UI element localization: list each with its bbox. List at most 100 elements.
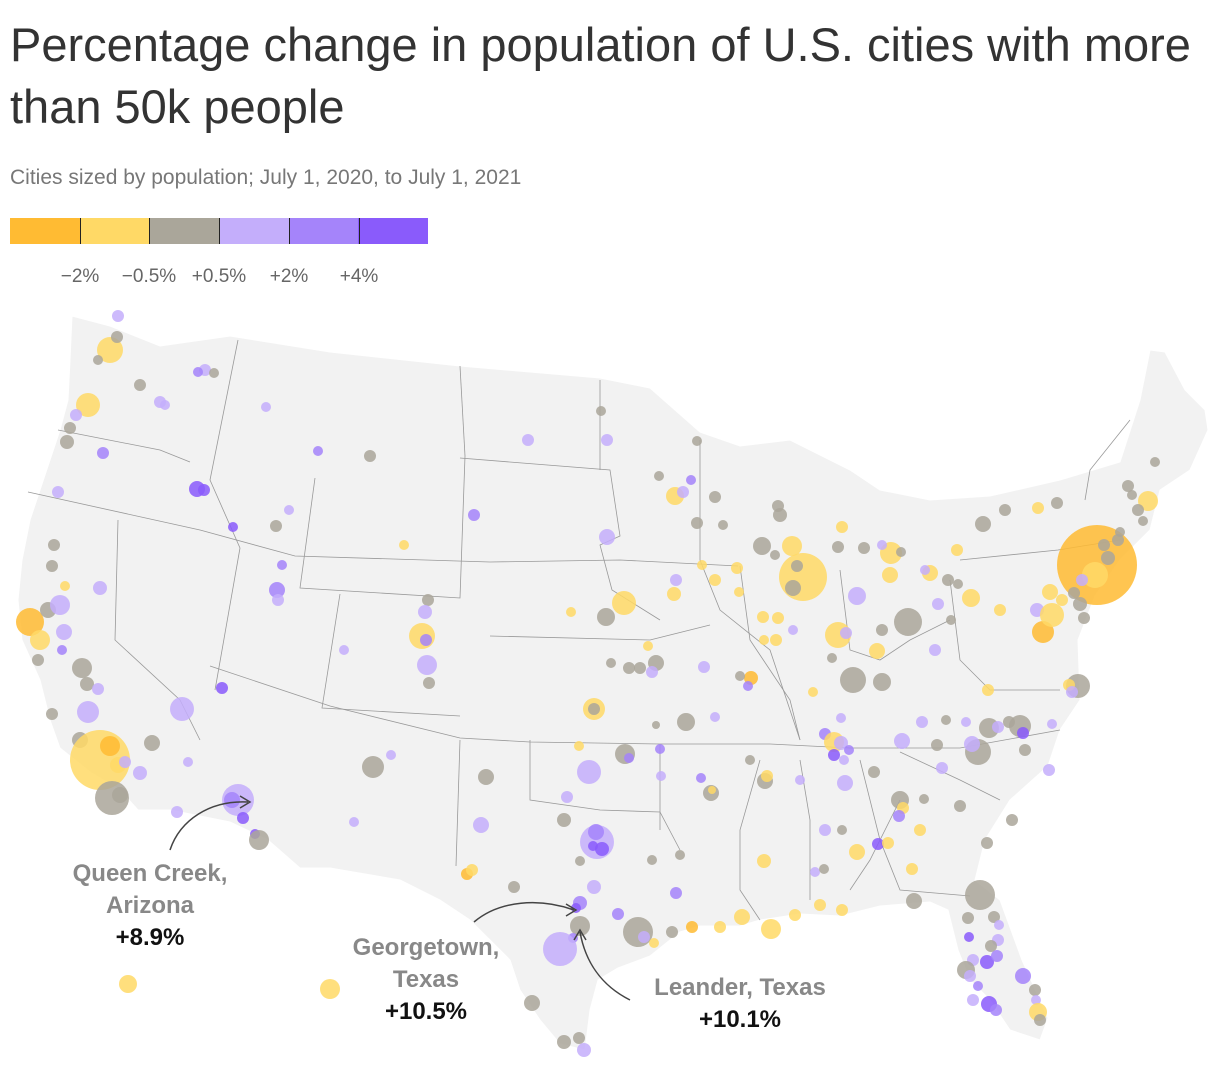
city-marker [920, 565, 930, 575]
city-marker [964, 736, 980, 752]
city-marker [1042, 584, 1058, 600]
city-marker [1029, 984, 1041, 996]
color-legend [10, 218, 429, 244]
city-marker [466, 864, 478, 876]
legend-label-minus-2: −2% [60, 266, 100, 287]
city-marker [814, 899, 826, 911]
city-marker [708, 786, 716, 794]
city-marker [670, 887, 682, 899]
city-marker [743, 681, 753, 691]
arrow-georgetown [473, 902, 575, 923]
city-marker [961, 717, 971, 727]
city-marker [557, 813, 571, 827]
arrow-leander [579, 931, 631, 1001]
annotation-value: +10.5% [384, 998, 468, 1025]
city-marker [76, 393, 100, 417]
city-marker [112, 787, 128, 803]
legend-swatch [79, 218, 150, 244]
city-marker [772, 500, 784, 512]
city-marker [906, 893, 922, 909]
city-marker [46, 708, 58, 720]
city-marker [386, 750, 396, 760]
city-marker [270, 520, 282, 532]
city-marker [1138, 516, 1148, 526]
annotation-name: Leander, Texas [654, 974, 826, 1001]
city-marker [677, 713, 695, 731]
border-line [859, 759, 971, 897]
city-marker [649, 938, 659, 948]
border-line [489, 624, 711, 641]
city-marker [666, 926, 678, 938]
city-marker [691, 517, 703, 529]
legend-swatch [358, 218, 429, 244]
city-marker [734, 909, 750, 925]
city-marker [836, 713, 846, 723]
city-marker [714, 921, 726, 933]
border-line [455, 739, 461, 867]
city-marker [677, 486, 689, 498]
arrow-queen-creek-head [239, 795, 252, 809]
city-marker [759, 635, 769, 645]
city-marker [770, 634, 782, 646]
city-marker [97, 447, 109, 459]
city-marker [686, 921, 698, 933]
annotation-name: Georgetown, [352, 934, 500, 961]
border-line [739, 565, 801, 741]
city-marker [30, 630, 50, 650]
annotation-name: Queen Creek, [72, 860, 228, 887]
city-marker [990, 1004, 1002, 1016]
legend-label-plus-4: +4% [339, 266, 379, 287]
city-marker [596, 406, 606, 416]
legend-swatch [149, 218, 220, 244]
city-marker [597, 608, 615, 626]
border-line [899, 751, 1001, 801]
legend-tick [359, 218, 360, 244]
city-marker [1078, 612, 1090, 624]
city-marker [577, 1043, 591, 1057]
city-marker [588, 824, 604, 840]
city-marker [757, 854, 771, 868]
city-marker [111, 331, 123, 343]
city-marker [848, 587, 866, 605]
city-marker [906, 863, 918, 875]
city-marker [144, 735, 160, 751]
city-marker [112, 310, 124, 322]
city-marker [994, 920, 1004, 930]
city-marker [791, 560, 803, 572]
city-marker [1006, 814, 1018, 826]
city-marker [623, 662, 635, 674]
city-marker [991, 950, 1003, 962]
city-marker [418, 605, 432, 619]
city-marker [522, 434, 534, 446]
city-marker [1032, 502, 1044, 514]
city-marker [734, 587, 744, 597]
city-marker [228, 522, 238, 532]
city-marker [362, 756, 384, 778]
city-marker [655, 744, 665, 754]
city-marker [951, 544, 963, 556]
annotation-arrows [169, 795, 631, 1001]
city-marker [656, 771, 666, 781]
city-marker [982, 684, 994, 696]
city-marker [48, 539, 60, 551]
city-marker [757, 611, 769, 623]
city-marker [599, 529, 615, 545]
city-marker [667, 587, 681, 601]
city-marker [570, 916, 590, 936]
city-marker [277, 560, 287, 570]
city-marker [588, 703, 600, 715]
city-marker [1015, 968, 1031, 984]
city-marker [988, 911, 1000, 923]
city-marker [320, 979, 340, 999]
city-marker [93, 581, 107, 595]
city-marker [60, 435, 74, 449]
city-marker [882, 837, 894, 849]
city-marker [119, 756, 131, 768]
city-marker [575, 856, 585, 866]
city-marker [612, 908, 624, 920]
city-marker [710, 712, 720, 722]
city-marker [272, 594, 284, 606]
city-marker [770, 550, 780, 560]
city-marker [1122, 480, 1134, 492]
